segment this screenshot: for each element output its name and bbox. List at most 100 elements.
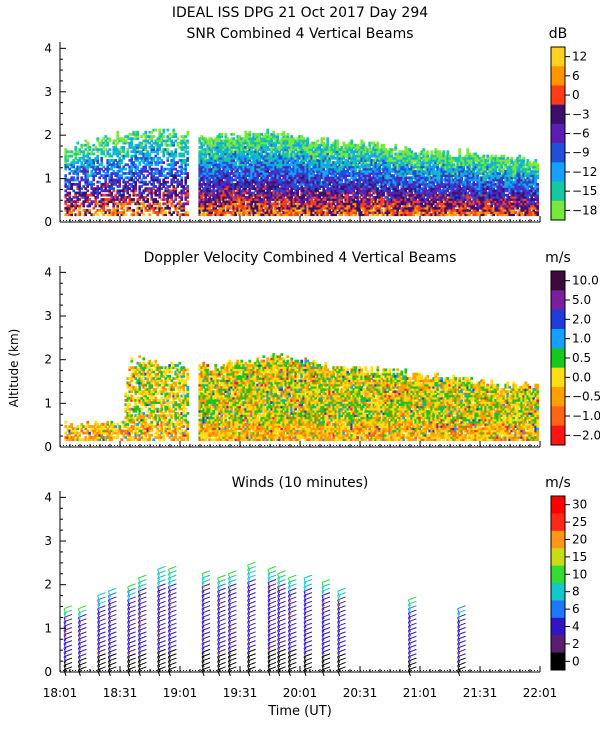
heatmap-cell xyxy=(212,180,215,184)
heatmap-cell xyxy=(86,204,89,208)
heatmap-cell xyxy=(128,146,131,149)
heatmap-cell xyxy=(108,167,111,171)
heatmap-cell xyxy=(98,208,101,212)
heatmap-cell xyxy=(166,206,169,210)
heatmap-cell xyxy=(154,202,157,206)
heatmap-cell xyxy=(100,211,103,214)
heatmap-cell xyxy=(138,176,141,180)
heatmap-cell xyxy=(156,193,159,197)
heatmap-cell xyxy=(240,189,243,193)
heatmap-cell xyxy=(124,185,127,188)
heatmap-cell xyxy=(134,187,137,191)
heatmap-cell xyxy=(222,189,225,193)
heatmap-cell xyxy=(198,198,201,201)
heatmap-cell xyxy=(206,204,209,208)
heatmap-cell xyxy=(168,167,171,171)
heatmap-cell xyxy=(112,187,115,191)
heatmap-cell xyxy=(238,193,241,197)
heatmap-cell xyxy=(184,176,187,180)
heatmap-cell xyxy=(224,174,227,178)
heatmap-cell xyxy=(144,182,147,186)
heatmap-cell xyxy=(180,165,183,169)
heatmap-cell xyxy=(150,150,153,154)
heatmap-cell xyxy=(114,198,117,201)
heatmap-cell xyxy=(92,163,95,167)
heatmap-cell xyxy=(184,146,187,149)
heatmap-cell xyxy=(164,206,167,210)
heatmap-cell xyxy=(210,204,213,208)
heatmap-cell xyxy=(182,137,185,141)
heatmap-cell xyxy=(182,189,185,193)
heatmap-cell xyxy=(108,154,111,158)
heatmap-cell xyxy=(180,193,183,197)
heatmap-cell xyxy=(136,137,139,141)
heatmap-cell xyxy=(124,167,127,171)
heatmap-cell xyxy=(212,187,215,191)
heatmap-cell xyxy=(232,185,235,188)
heatmap-cell xyxy=(122,189,125,193)
heatmap-cell xyxy=(222,182,225,186)
heatmap-cell xyxy=(230,156,233,160)
heatmap-cell xyxy=(230,193,233,197)
heatmap-cell xyxy=(208,189,211,193)
heatmap-cell xyxy=(122,178,125,182)
heatmap-cell xyxy=(236,200,239,204)
heatmap-cell xyxy=(76,150,79,154)
heatmap-cell xyxy=(228,172,231,175)
heatmap-cell xyxy=(222,141,225,145)
heatmap-cell xyxy=(148,135,151,138)
heatmap-cell xyxy=(232,159,235,162)
heatmap-cell xyxy=(106,185,109,188)
heatmap-cell xyxy=(178,182,181,186)
heatmap-cell xyxy=(174,133,177,136)
heatmap-cell xyxy=(86,178,89,182)
heatmap-cell xyxy=(134,150,137,154)
heatmap-cell xyxy=(100,152,103,156)
heatmap-cell xyxy=(160,141,163,145)
heatmap-cell xyxy=(162,185,165,188)
heatmap-cell xyxy=(134,154,137,158)
heatmap-cell xyxy=(176,193,179,197)
heatmap-cell xyxy=(116,148,119,151)
heatmap-cell xyxy=(210,146,213,149)
heatmap-cell xyxy=(140,159,143,162)
heatmap-cell xyxy=(216,165,219,169)
heatmap-cell xyxy=(100,150,103,154)
heatmap-cell xyxy=(212,163,215,167)
heatmap-cell xyxy=(144,167,147,171)
heatmap-cell xyxy=(208,206,211,210)
heatmap-cell xyxy=(200,204,203,208)
heatmap-cell xyxy=(178,141,181,145)
heatmap-cell xyxy=(148,187,151,191)
heatmap-cell xyxy=(238,163,241,167)
heatmap-cell xyxy=(150,174,153,178)
heatmap-cell xyxy=(380,208,383,212)
heatmap-cell xyxy=(200,159,203,162)
heatmap-cell xyxy=(90,174,93,178)
heatmap-cell xyxy=(174,154,177,158)
heatmap-cell xyxy=(216,200,219,204)
heatmap-cell xyxy=(146,174,149,178)
heatmap-cell xyxy=(74,150,77,154)
heatmap-cell xyxy=(208,174,211,178)
heatmap-cell xyxy=(110,191,113,195)
heatmap-cell xyxy=(208,176,211,180)
heatmap-cell xyxy=(170,161,173,164)
heatmap-cell xyxy=(156,146,159,149)
heatmap-cell xyxy=(130,198,133,201)
heatmap-cell xyxy=(226,204,229,208)
heatmap-cell xyxy=(156,187,159,191)
heatmap-cell xyxy=(206,185,209,188)
heatmap-cell xyxy=(134,148,137,151)
heatmap-cell xyxy=(216,191,219,195)
heatmap-cell xyxy=(90,193,93,197)
heatmap-cell xyxy=(238,208,241,212)
heatmap-cell xyxy=(184,180,187,184)
heatmap-cell xyxy=(150,137,153,141)
heatmap-cell xyxy=(130,167,133,171)
heatmap-cell xyxy=(138,146,141,149)
heatmap-cell xyxy=(232,161,235,164)
heatmap-cell xyxy=(132,150,135,154)
heatmap-cell xyxy=(98,191,101,195)
heatmap-cell xyxy=(74,206,77,210)
